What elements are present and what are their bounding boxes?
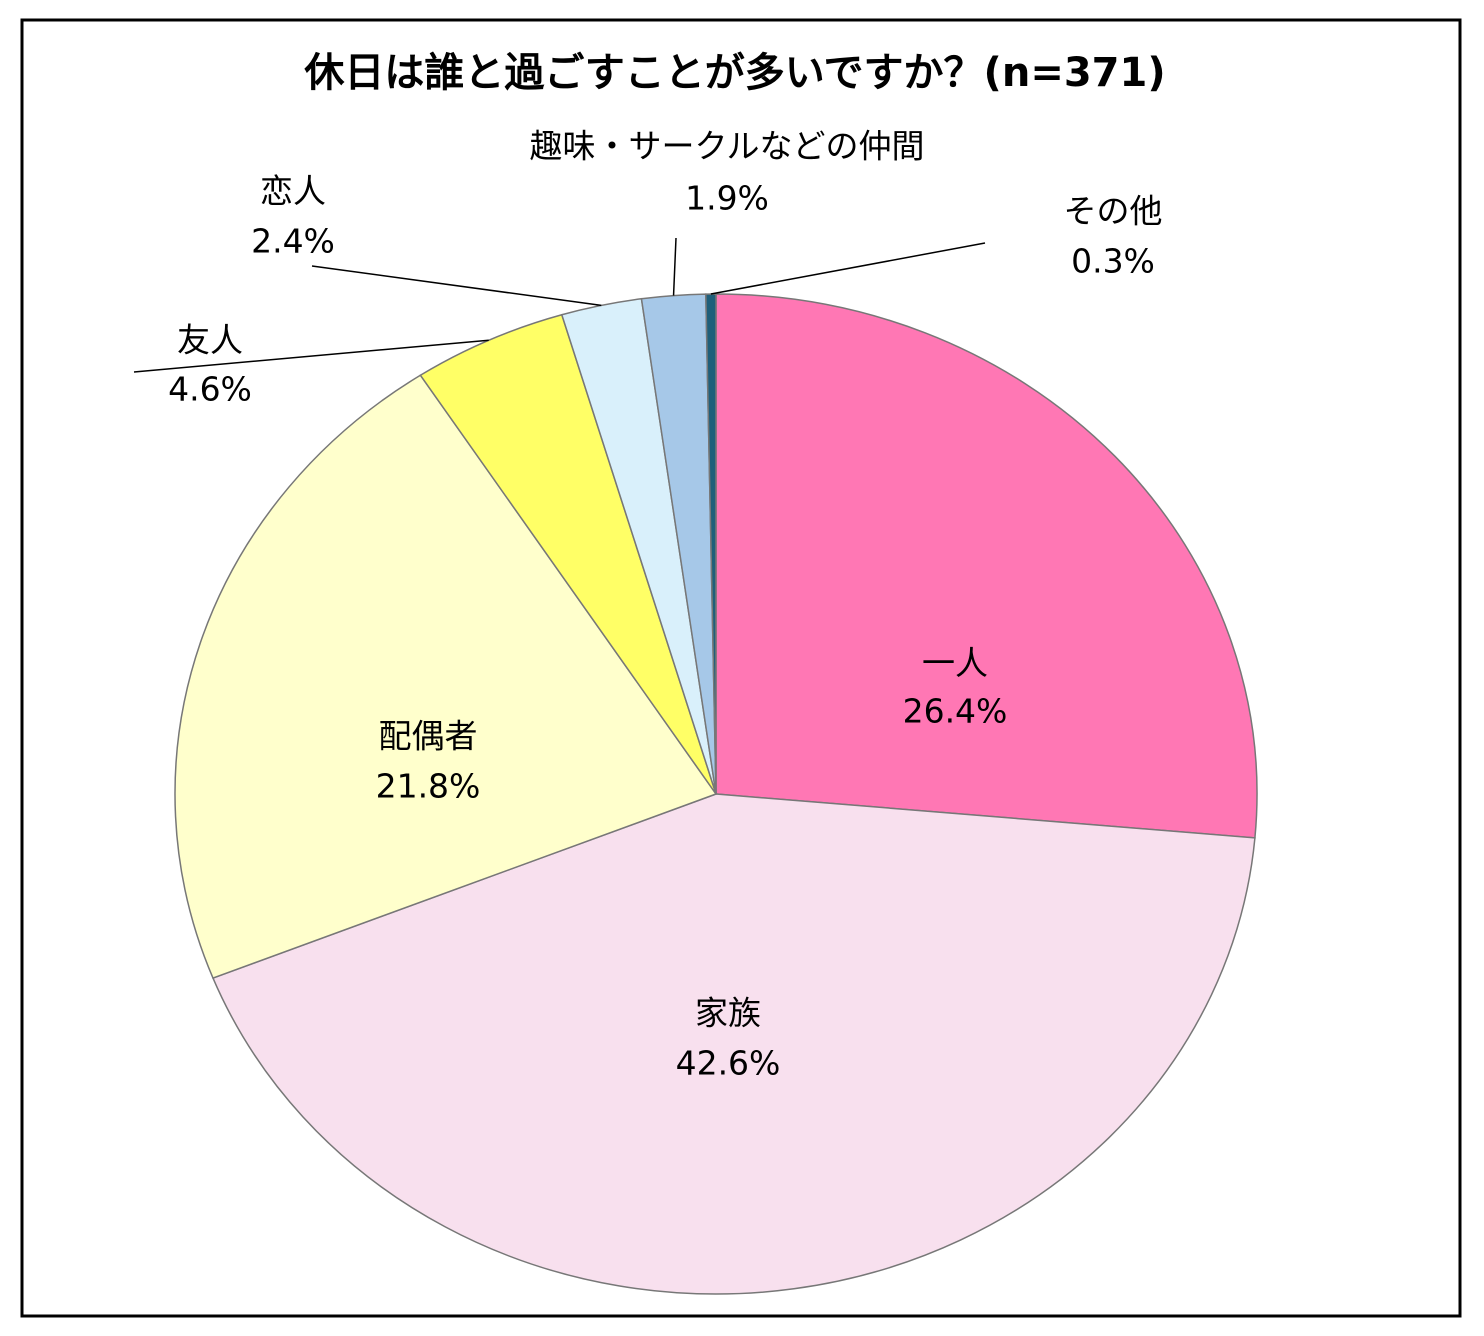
value-label: 0.3% [1071,242,1155,281]
leader-line [710,242,986,295]
value-label: 1.9% [685,179,769,218]
leader-line [311,265,602,307]
chart-title: 休日は誰と過ごすことが多いですか？(n=371) [303,50,1165,96]
slice-label: 一人 [922,644,988,683]
value-label: 2.4% [251,222,335,261]
slice-label: その他 [1064,192,1163,231]
slice-label: 家族 [695,994,761,1033]
slice-label: 友人 [177,321,243,360]
slice-label: 配偶者 [379,717,478,756]
leader-line [133,339,489,373]
value-label: 26.4% [903,692,1008,731]
leader-line [672,237,677,296]
slice-label: 恋人 [260,172,326,211]
value-label: 21.8% [376,767,481,806]
value-label: 4.6% [168,370,252,409]
pie-slice [211,793,1256,1295]
pie-slice [419,313,717,795]
pie-slice [174,374,718,980]
pie-slice [705,293,717,795]
slice-label: 趣味・サークルなどの仲間 [529,127,924,166]
value-label: 42.6% [676,1044,781,1083]
pie-slice [715,293,1258,839]
